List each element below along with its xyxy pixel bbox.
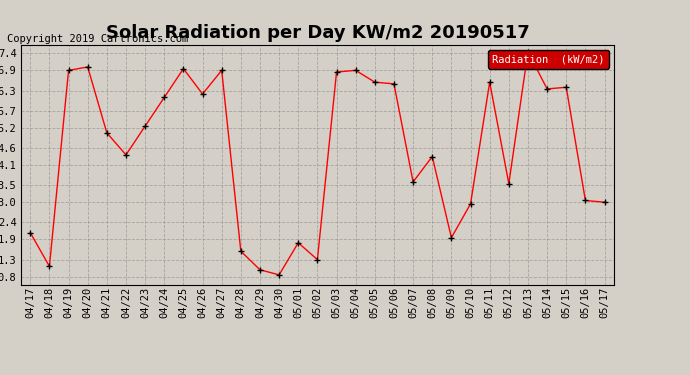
Point xyxy=(446,235,457,241)
Point xyxy=(331,69,342,75)
Point xyxy=(312,256,323,262)
Text: Copyright 2019 Cartronics.com: Copyright 2019 Cartronics.com xyxy=(7,34,188,44)
Point xyxy=(121,152,132,158)
Point xyxy=(580,198,591,204)
Point xyxy=(197,91,208,97)
Point xyxy=(408,179,419,185)
Title: Solar Radiation per Day KW/m2 20190517: Solar Radiation per Day KW/m2 20190517 xyxy=(106,24,529,42)
Point xyxy=(350,68,361,74)
Point xyxy=(599,199,610,205)
Point xyxy=(44,263,55,269)
Point xyxy=(159,94,170,100)
Point xyxy=(255,267,266,273)
Point xyxy=(274,272,285,278)
Point xyxy=(465,201,476,207)
Point xyxy=(216,68,227,74)
Point xyxy=(25,230,36,236)
Point xyxy=(139,123,150,129)
Point xyxy=(484,79,495,85)
Point xyxy=(101,130,112,136)
Point xyxy=(235,248,246,254)
Point xyxy=(178,66,189,72)
Point xyxy=(503,181,514,187)
Point xyxy=(522,49,533,55)
Point xyxy=(388,81,400,87)
Point xyxy=(293,240,304,246)
Point xyxy=(369,79,380,85)
Legend: Radiation  (kW/m2): Radiation (kW/m2) xyxy=(488,50,609,69)
Point xyxy=(82,64,93,70)
Point xyxy=(63,68,74,74)
Point xyxy=(426,153,437,159)
Point xyxy=(542,86,553,92)
Point xyxy=(561,84,572,90)
